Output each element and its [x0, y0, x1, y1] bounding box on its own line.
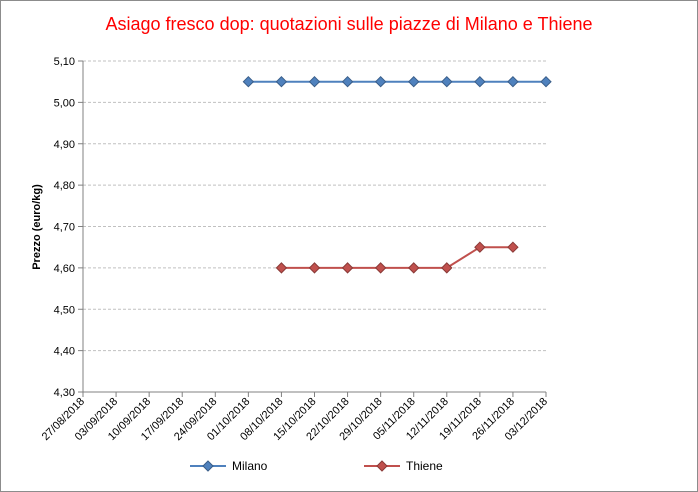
- legend: Milano Thiene: [190, 459, 443, 473]
- chart-title: Asiago fresco dop: quotazioni sulle piaz…: [105, 14, 593, 34]
- legend-item-thiene: Thiene: [364, 459, 443, 473]
- y-tick-label: 5,00: [54, 97, 75, 109]
- series-milano: [242, 75, 552, 88]
- data-point-milano: [507, 75, 519, 88]
- data-point-thiene: [308, 262, 321, 274]
- data-point-thiene: [275, 262, 288, 274]
- data-point-milano: [341, 75, 354, 88]
- y-tick-labels: 4,30 4,40 4,50 4,60 4,70 4,80 4,90 5,00 5,10: [54, 56, 75, 399]
- data-point-thiene: [507, 241, 519, 253]
- data-point-milano: [374, 75, 387, 88]
- y-tick-label: 4,50: [54, 304, 75, 316]
- data-point-milano: [275, 75, 288, 88]
- grid-lines: [78, 60, 546, 393]
- legend-marker: [202, 460, 214, 472]
- y-tick-label: 4,70: [54, 222, 75, 234]
- data-point-thiene: [441, 262, 453, 274]
- y-tick-label: 4,30: [54, 387, 75, 399]
- series-thiene: [275, 241, 519, 274]
- data-point-thiene: [408, 262, 420, 274]
- legend-item-milano: Milano: [190, 459, 268, 473]
- y-tick-label: 4,40: [54, 346, 75, 358]
- y-tick-label: 4,90: [54, 139, 75, 151]
- legend-label: Thiene: [406, 459, 443, 473]
- data-point-thiene: [474, 241, 486, 253]
- legend-marker: [376, 460, 388, 472]
- y-tick-label: 5,10: [54, 56, 75, 68]
- data-point-thiene: [341, 262, 354, 274]
- data-point-milano: [242, 75, 255, 88]
- data-point-thiene: [374, 262, 387, 274]
- data-point-milano: [308, 75, 321, 88]
- x-tick-labels: 27/08/201803/09/201810/09/201817/09/2018…: [40, 396, 550, 443]
- data-point-milano: [474, 75, 486, 88]
- legend-label: Milano: [232, 459, 268, 473]
- y-tick-label: 4,60: [54, 263, 75, 275]
- data-series: [242, 75, 552, 274]
- data-point-milano: [408, 75, 420, 88]
- axes: [82, 61, 547, 397]
- y-tick-label: 4,80: [54, 180, 75, 192]
- data-point-milano: [540, 75, 552, 88]
- y-axis-label: Prezzo (euro/kg): [31, 184, 43, 270]
- data-point-milano: [441, 75, 453, 88]
